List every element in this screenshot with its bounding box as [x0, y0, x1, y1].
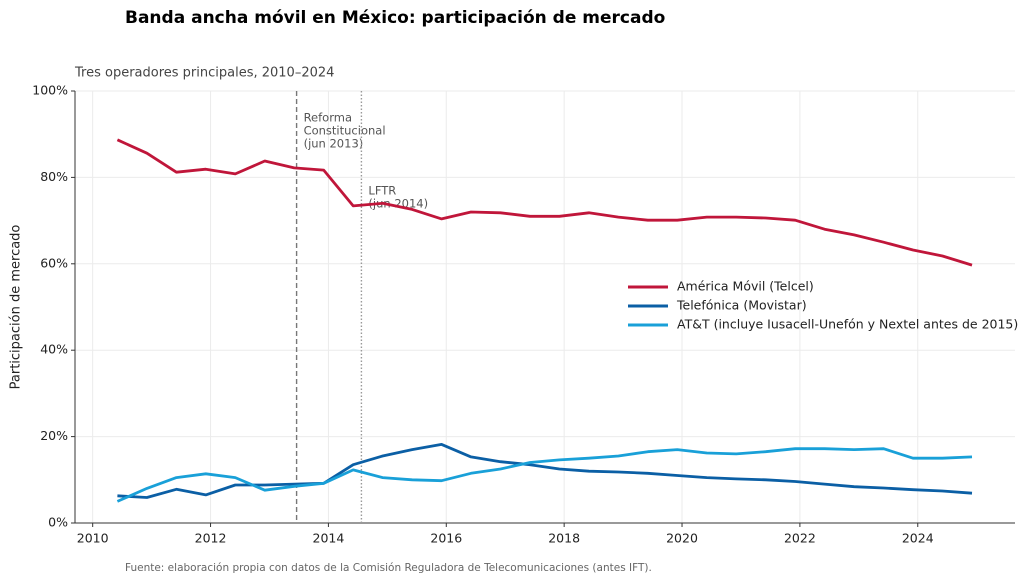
x-tick-label: 2012: [195, 531, 227, 546]
x-tick-label: 2010: [77, 531, 109, 546]
chart-title: Banda ancha móvil en México: participaci…: [125, 8, 665, 28]
y-tick-label: 100%: [32, 83, 68, 98]
annotation-text: Constitucional: [304, 124, 386, 138]
annotation-text: (jun 2013): [304, 137, 364, 151]
series-line: [116, 447, 973, 503]
subtitle: Tres operadores principales, 2010–2024: [74, 66, 334, 81]
legend-label: Telefónica (Movistar): [676, 298, 807, 313]
x-tick-label: 2016: [430, 531, 462, 546]
series-line: [117, 443, 973, 499]
source: Fuente: elaboración propia con datos de …: [125, 562, 652, 574]
legend-label: América Móvil (Telcel): [677, 279, 814, 294]
y-tick-label: 20%: [40, 428, 68, 443]
series-line: [116, 138, 973, 267]
x-tick-label: 2020: [666, 531, 698, 546]
y-tick-label: 80%: [40, 169, 68, 184]
legend-label: AT&T (incluye Iusacell-Unefón y Nextel a…: [677, 317, 1018, 332]
y-tick-label: 60%: [40, 255, 68, 270]
annotation-text: LFTR: [368, 184, 396, 198]
y-tick-label: 40%: [40, 342, 68, 357]
annotation-text: Reforma: [304, 111, 352, 125]
x-tick-label: 2018: [548, 531, 580, 546]
y-tick-label: 0%: [48, 515, 68, 530]
x-tick-label: 2024: [902, 531, 934, 546]
x-tick-label: 2022: [784, 531, 816, 546]
y-axis-label: Participación de mercado: [9, 225, 24, 390]
annotation-text: (jun 2014): [368, 197, 428, 211]
x-tick-label: 2014: [313, 531, 345, 546]
